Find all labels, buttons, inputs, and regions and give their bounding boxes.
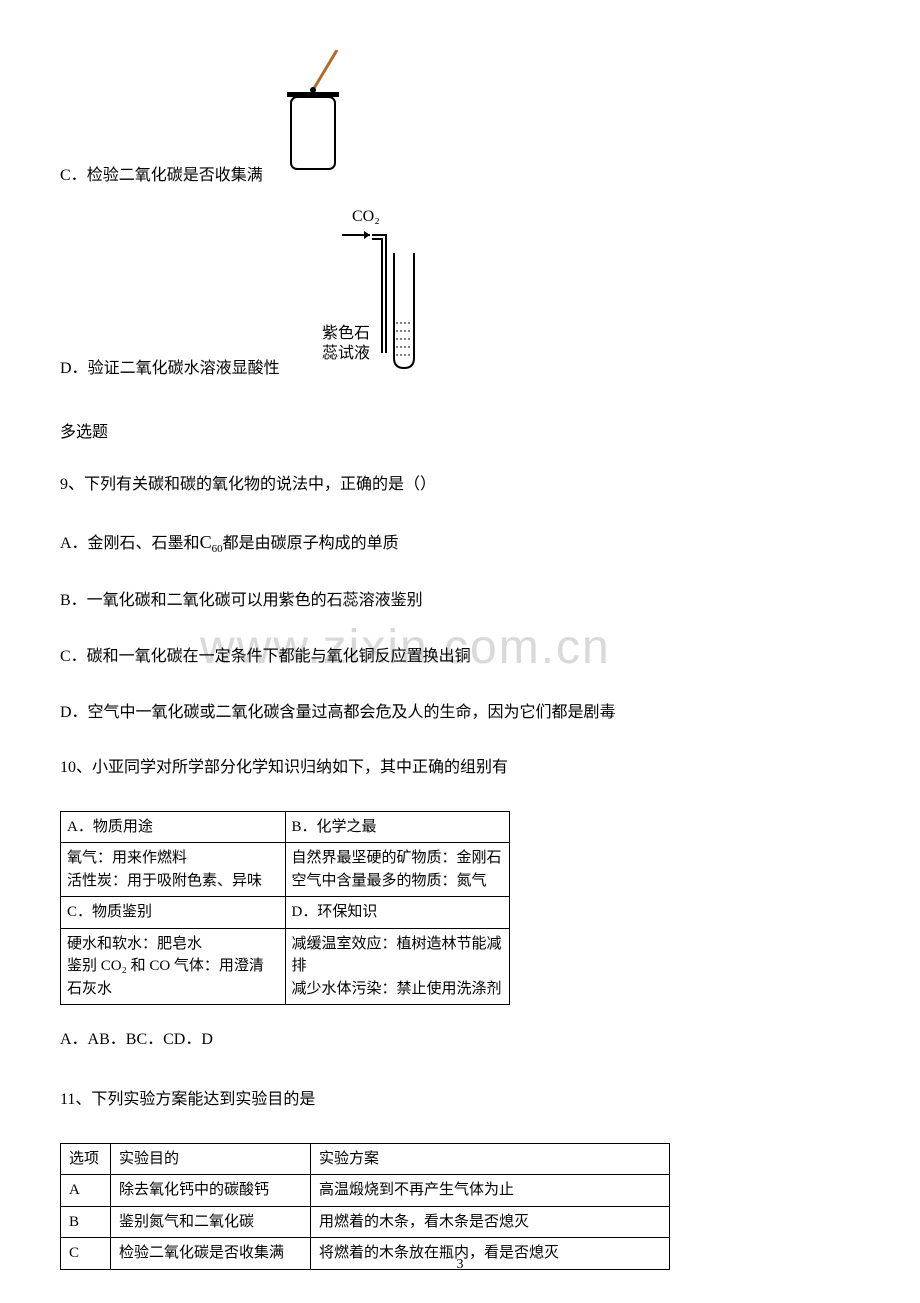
page-content: C． 检验二氧化碳是否收集满 D． 验证二氧化碳水溶液显酸性 CO₂ — [60, 50, 860, 1270]
q11-h2: 实验目的 — [111, 1143, 311, 1175]
q11-r0-c2: 除去氧化钙中的碳酸钙 — [111, 1175, 311, 1207]
q11-table: 选项 实验目的 实验方案 A 除去氧化钙中的碳酸钙 高温煅烧到不再产生气体为止 … — [60, 1143, 670, 1270]
arrow-head-icon — [364, 231, 370, 239]
q10-a-head: A．物质用途 — [61, 811, 286, 843]
q9-a-c60-sub: 60 — [212, 543, 223, 555]
option-c-label: C． — [60, 161, 87, 185]
q11-r2-c2: 检验二氧化碳是否收集满 — [111, 1238, 311, 1270]
diagram-test-tube: CO₂ 紫色石 蕊试液 — [286, 203, 426, 378]
label-purple-1: 紫色石 — [322, 324, 370, 342]
q11-r2-c3: 将燃着的木条放在瓶内，看是否熄灭 — [311, 1238, 670, 1270]
test-tube-icon — [394, 253, 414, 368]
match-stick-icon — [313, 50, 337, 90]
q9-opt-a: A．金刚石、石墨和C60都是由碳原子构成的单质 — [60, 528, 860, 559]
q11-h1: 选项 — [61, 1143, 111, 1175]
diagram-bottle-match — [269, 50, 369, 185]
q11-r0-c3: 高温煅烧到不再产生气体为止 — [311, 1175, 670, 1207]
q9-opt-b: B．一氧化碳和二氧化碳可以用紫色的石蕊溶液鉴别 — [60, 588, 860, 614]
q9-opt-c: C．碳和一氧化碳在一定条件下都能与氧化铜反应置换出铜 — [60, 644, 860, 670]
q10-b-body: 自然界最坚硬的矿物质：金刚石 空气中含量最多的物质：氮气 — [285, 843, 510, 897]
section-multichoice: 多选题 — [60, 418, 860, 442]
q11-h3: 实验方案 — [311, 1143, 670, 1175]
q11-r0-c1: A — [61, 1175, 111, 1207]
q9-stem: 9、下列有关碳和碳的氧化物的说法中，正确的是（） — [60, 472, 860, 498]
co2-label: CO₂ — [352, 208, 380, 225]
q10-a-body: 氧气：用来作燃料 活性炭：用于吸附色素、异味 — [61, 843, 286, 897]
bottle-body-icon — [291, 97, 335, 169]
delivery-tube-icon — [372, 235, 386, 353]
q10-table: A．物质用途 B．化学之最 氧气：用来作燃料 活性炭：用于吸附色素、异味 自然界… — [60, 811, 510, 1006]
q11-r1-c3: 用燃着的木条，看木条是否熄灭 — [311, 1206, 670, 1238]
q10-d-body: 减缓温室效应：植树造林节能减排 减少水体污染：禁止使用洗涤剂 — [285, 928, 510, 1005]
q11-r1-c1: B — [61, 1206, 111, 1238]
delivery-tube-inner-icon — [372, 239, 382, 353]
q10-b-head: B．化学之最 — [285, 811, 510, 843]
q11-r2-c1: C — [61, 1238, 111, 1270]
option-d-text: 验证二氧化碳水溶液显酸性 — [88, 354, 280, 378]
q10-d-head: D．环保知识 — [285, 897, 510, 929]
q10-stem: 10、小亚同学对所学部分化学知识归纳如下，其中正确的组别有 — [60, 755, 860, 781]
q9-opt-d: D．空气中一氧化碳或二氧化碳含量过高都会危及人的生命，因为它们都是剧毒 — [60, 700, 860, 726]
q11-stem: 11、下列实验方案能达到实验目的是 — [60, 1087, 860, 1113]
label-purple-2: 蕊试液 — [322, 344, 370, 362]
q10-c-head: C．物质鉴别 — [61, 897, 286, 929]
option-d-label: D． — [60, 354, 88, 378]
option-d-row: D． 验证二氧化碳水溶液显酸性 CO₂ 紫色石 — [60, 203, 860, 378]
q9-a-pre: A．金刚石、石墨和 — [60, 535, 200, 552]
q9-a-c60: C — [200, 532, 212, 552]
q9-a-post: 都是由碳原子构成的单质 — [223, 535, 399, 552]
q10-answers: A．AB．BC．CD．D — [60, 1025, 860, 1049]
option-c-text: 检验二氧化碳是否收集满 — [87, 161, 263, 185]
option-c-row: C． 检验二氧化碳是否收集满 — [60, 50, 860, 185]
q11-r1-c2: 鉴别氮气和二氧化碳 — [111, 1206, 311, 1238]
q10-c-body: 硬水和软水：肥皂水 鉴别 CO₂ 和 CO 气体：用澄清石灰水 — [61, 928, 286, 1005]
